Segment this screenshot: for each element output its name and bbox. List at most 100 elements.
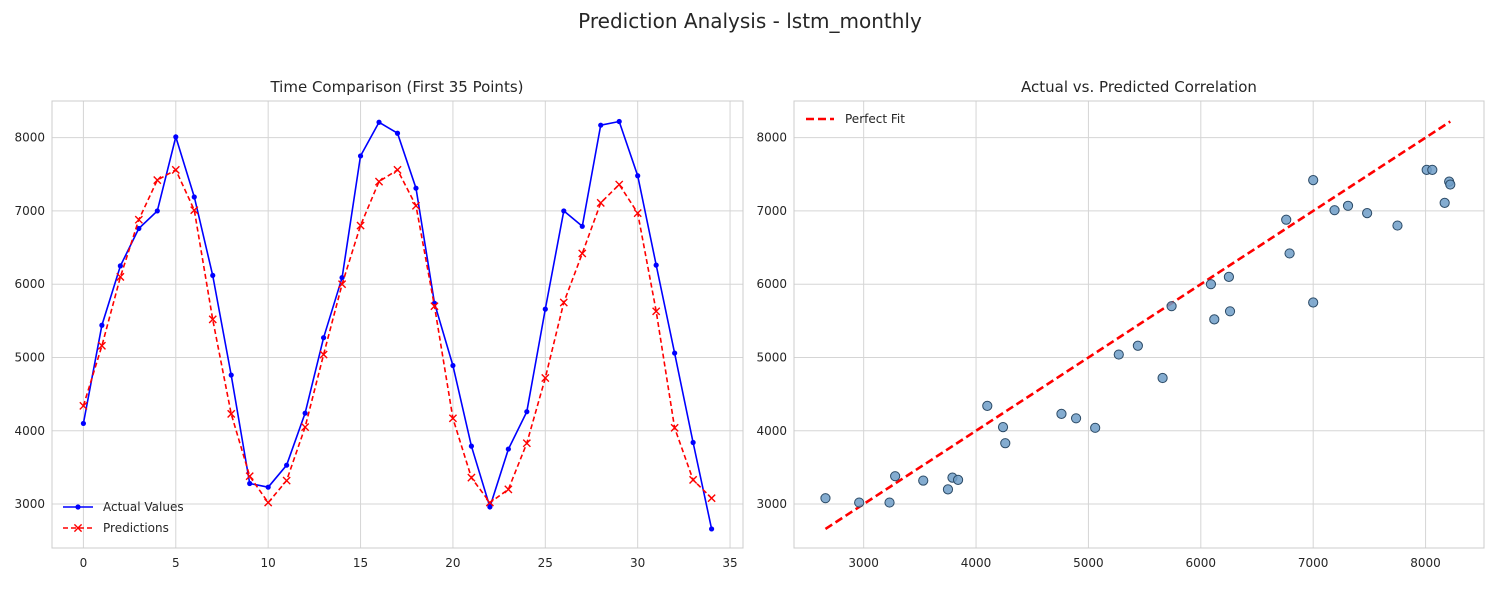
scatter-point [942, 484, 954, 495]
scatter-point [1281, 214, 1292, 225]
prediction-point [670, 423, 679, 432]
actual-point [598, 122, 604, 128]
scatter-point [1205, 279, 1217, 290]
scatter-point [890, 471, 901, 482]
actual-point [191, 194, 197, 200]
prediction-point [116, 272, 125, 281]
corr-ytick-label: 4000 [756, 424, 787, 438]
actual-point [487, 504, 493, 510]
time-xtick-label: 35 [722, 556, 737, 570]
actual-point [616, 118, 622, 125]
scatter-point [918, 475, 929, 486]
actual-point [173, 134, 179, 140]
prediction-point [190, 206, 199, 215]
prediction-point [522, 439, 531, 448]
time-ytick-label: 7000 [14, 204, 45, 218]
prediction-point [689, 475, 698, 484]
scatter-point [1090, 422, 1101, 433]
legend-prediction-label: Predictions [103, 521, 169, 535]
actual-point [80, 420, 87, 427]
scatter-point [1362, 208, 1373, 219]
prediction-point [337, 280, 347, 289]
prediction-point [393, 165, 402, 174]
prediction-point [153, 176, 162, 185]
scatter-point [1445, 179, 1456, 190]
prediction-point [448, 414, 458, 423]
actual-point [302, 410, 308, 416]
prediction-point [264, 498, 273, 507]
actual-point [672, 350, 678, 356]
prediction-point [541, 373, 550, 383]
actual-point [265, 484, 271, 490]
scatter-point [1342, 200, 1354, 211]
prediction-point [245, 472, 254, 481]
time-xtick-label: 15 [353, 556, 368, 570]
time-xtick-label: 20 [445, 556, 460, 570]
actual-point [394, 130, 401, 136]
time-xtick-label: 10 [261, 556, 276, 570]
time-xtick-label: 25 [538, 556, 553, 570]
actual-point [468, 443, 475, 449]
actual-point [136, 225, 142, 232]
scatter-point [1157, 372, 1168, 384]
prediction-point [319, 350, 328, 359]
perfect-fit-line [824, 120, 1451, 531]
prediction-point [467, 473, 476, 482]
prediction-point [504, 485, 513, 494]
scatter-point [1209, 314, 1220, 325]
actual-point [210, 272, 216, 279]
actual-point [413, 185, 419, 191]
scatter-point [1427, 164, 1438, 175]
actual-point [376, 119, 382, 125]
scatter-point [1284, 248, 1295, 259]
time-comparison-panel: Time Comparison (First 35 Points) 0 5 10 15… [14, 78, 744, 570]
scatter-point [997, 421, 1009, 433]
prediction-point [615, 180, 624, 189]
time-plot-frame [51, 100, 744, 549]
prediction-point [707, 494, 716, 503]
prediction-point [282, 476, 291, 485]
correlation-legend: Perfect Fit [806, 112, 905, 126]
scatter-point [982, 400, 993, 411]
time-xtick-label: 0 [80, 556, 88, 570]
scatter-point [854, 497, 865, 508]
corr-plot-frame [793, 100, 1485, 549]
time-comparison-title: Time Comparison (First 35 Points) [269, 78, 523, 96]
corr-ytick-label: 3000 [756, 497, 787, 511]
actual-point [579, 223, 585, 229]
scatter-point [1439, 197, 1450, 208]
time-xtick-label: 30 [630, 556, 645, 570]
corr-ytick-label: 8000 [756, 131, 787, 145]
time-ytick-label: 4000 [14, 424, 45, 438]
prediction-point [411, 201, 421, 210]
legend-prediction-marker [73, 523, 83, 533]
prediction-point [171, 165, 180, 174]
corr-xtick-label: 8000 [1410, 556, 1441, 570]
scatter-point [884, 497, 895, 508]
correlation-panel: Actual vs. Predicted Correlation 3000 400… [756, 78, 1485, 570]
actual-point [339, 275, 345, 281]
prediction-point [208, 315, 217, 324]
prediction-point [578, 249, 587, 258]
scatter-point [820, 493, 831, 504]
time-ytick-label: 6000 [14, 277, 45, 291]
actual-point [247, 480, 253, 487]
scatter-point [1329, 205, 1340, 216]
corr-ytick-label: 5000 [756, 350, 787, 364]
prediction-line [82, 168, 713, 504]
legend-perfect-fit-label: Perfect Fit [845, 112, 905, 126]
actual-point [357, 153, 364, 159]
scatter-point [1132, 340, 1143, 351]
scatter-point [1392, 220, 1403, 231]
prediction-point [79, 401, 88, 410]
prediction-point [430, 302, 439, 311]
scatter-point [1223, 271, 1235, 282]
prediction-point [356, 221, 365, 230]
prediction-point [633, 209, 642, 218]
time-ytick-label: 8000 [14, 131, 45, 145]
corr-xtick-label: 5000 [1073, 556, 1104, 570]
time-ytick-label: 5000 [14, 350, 45, 364]
prediction-point [485, 498, 494, 507]
actual-point [284, 462, 290, 468]
